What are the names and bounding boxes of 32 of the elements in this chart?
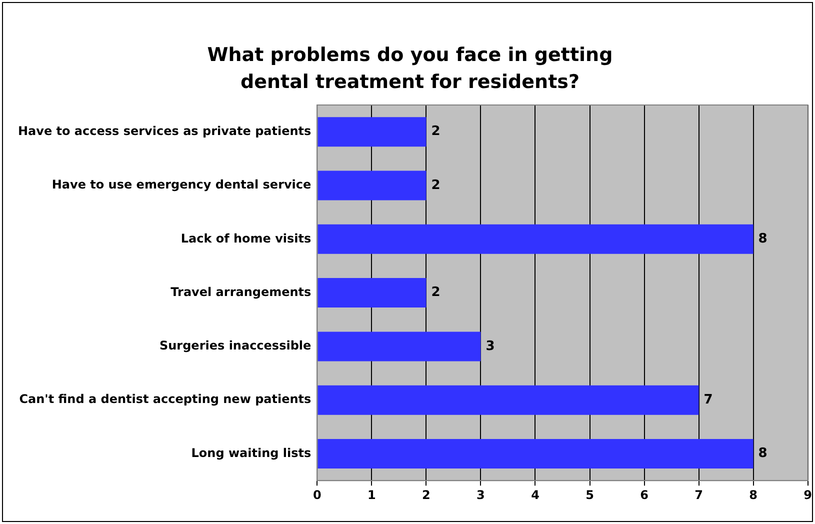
bar [318, 332, 481, 362]
bar [318, 278, 426, 308]
data-label: 2 [431, 178, 440, 193]
bar [318, 224, 754, 254]
chart-title: What problems do you face in getting dental treatment for residents? [206, 43, 614, 95]
x-tick-label: 6 [640, 488, 648, 502]
x-tick-label: 7 [694, 488, 703, 502]
y-tick-label: Can't find a dentist accepting new patients [19, 392, 312, 406]
x-tick-label: 5 [586, 488, 594, 502]
bar [318, 439, 754, 469]
x-tick-label: 0 [313, 488, 322, 502]
y-tick-label: Have to use emergency dental service [52, 178, 312, 192]
bar [318, 117, 426, 147]
y-tick-label: Have to access services as private patients [18, 124, 312, 138]
y-tick-label: Lack of home visits [180, 231, 312, 246]
data-label: 2 [431, 124, 440, 140]
x-tick-label: 2 [422, 488, 430, 502]
bar [318, 385, 699, 415]
data-label: 7 [704, 392, 713, 408]
y-tick-label: Long waiting lists [191, 446, 312, 460]
x-tick-label: 4 [531, 488, 540, 502]
x-tick-label: 8 [749, 488, 758, 502]
data-label: 8 [758, 446, 768, 462]
data-label: 2 [431, 285, 440, 300]
data-label: 8 [758, 232, 768, 247]
y-tick-label: Travel arrangements [170, 284, 312, 299]
data-label: 3 [486, 338, 495, 354]
x-tick-label: 3 [476, 488, 485, 502]
bar [318, 170, 426, 200]
x-tick-label: 9 [804, 488, 812, 502]
y-tick-label: Surgeries inaccessible [159, 338, 312, 353]
x-tick-label: 1 [368, 488, 376, 502]
